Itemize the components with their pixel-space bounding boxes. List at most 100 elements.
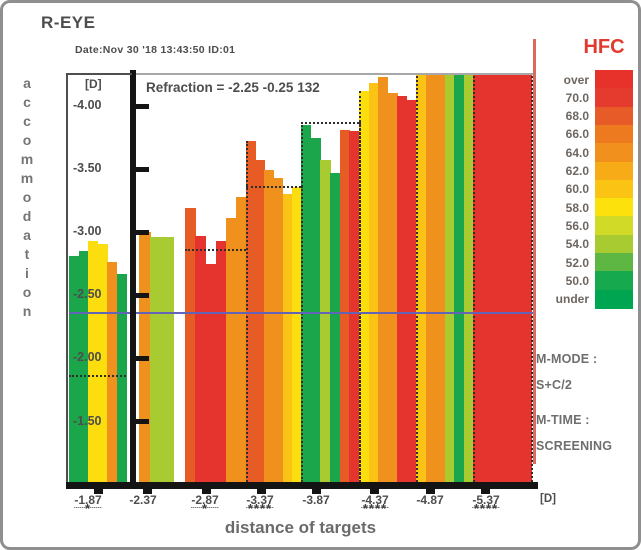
hfc-bar: [330, 172, 341, 482]
hfc-bar: [255, 160, 265, 482]
hfc-bar: [273, 177, 284, 482]
y-tick-label: -1.50: [73, 413, 102, 428]
hfc-bar: [492, 73, 503, 482]
date-id-line: Date:Nov 30 '18 13:43:50 ID:01: [75, 44, 236, 56]
plot-right-border: [533, 39, 536, 464]
hfc-bar: [359, 90, 370, 482]
significance-asterisks: *: [201, 504, 209, 514]
significance-asterisks: *: [84, 504, 92, 514]
hfc-bar: [88, 241, 99, 482]
y-tick-label: -2.00: [73, 350, 102, 365]
x-tick-label: -2.87: [191, 493, 219, 508]
reference-line: [69, 312, 533, 314]
legend-label: 52.0: [565, 255, 589, 270]
hfc-bar: [511, 73, 522, 482]
significance-asterisks: ****: [362, 504, 388, 514]
x-tick-label: -3.37: [246, 493, 274, 508]
legend-label: 66.0: [565, 127, 589, 142]
y-tick-label: -2.50: [73, 287, 102, 302]
legend-swatch: [595, 271, 633, 291]
group-boundary-line: [301, 122, 303, 482]
hfc-bar: [339, 129, 350, 482]
legend-label: 58.0: [565, 200, 589, 215]
legend-label: 56.0: [565, 218, 589, 233]
hfc-bar: [368, 83, 379, 482]
y-axis-tick: [136, 419, 149, 424]
target-level-line: [185, 248, 246, 251]
legend-swatch: [595, 198, 633, 218]
legend-label: 60.0: [565, 182, 589, 197]
m-mode-label: M-MODE :: [536, 352, 598, 366]
hfc-bar: [225, 218, 237, 482]
hfc-bar: [78, 251, 89, 482]
target-level-line: [246, 185, 301, 188]
group-boundary-line: [416, 73, 418, 482]
x-axis-tick: [312, 489, 321, 494]
hfc-bar: [349, 131, 360, 482]
x-tick-label: -2.37: [129, 493, 157, 507]
legend-label: 70.0: [565, 90, 589, 105]
hfc-bar: [320, 160, 331, 482]
legend-swatch: [595, 216, 633, 236]
hfc-bar: [282, 194, 293, 482]
x-axis-tick: [481, 489, 490, 494]
y-axis-tick: [136, 103, 149, 109]
x-tick-label: -3.87: [302, 493, 330, 507]
hfc-bar: [444, 73, 455, 482]
hfc-bar: [397, 95, 408, 482]
x-axis-unit: [D]: [540, 493, 556, 505]
x-tick-label: -5.37: [472, 493, 500, 508]
x-tick-label: -4.87: [416, 493, 444, 507]
significance-asterisks: ****: [473, 504, 499, 514]
significance-asterisks: ****: [247, 504, 273, 514]
m-time-value: SCREENING: [536, 439, 613, 453]
hfc-bar: [416, 73, 427, 482]
hfc-bar: [107, 262, 118, 482]
y-axis-unit: [D]: [85, 77, 102, 91]
legend-swatch: [595, 124, 633, 144]
legend-swatch: [595, 234, 633, 254]
group-boundary-line: [473, 73, 475, 482]
y-axis-tick: [136, 229, 149, 235]
legend-label: 50.0: [565, 273, 589, 288]
hfc-bar: [150, 237, 163, 482]
x-axis-tick: [257, 489, 266, 494]
legend-swatch: [595, 161, 633, 181]
m-mode-value: S+C/2: [536, 378, 573, 392]
legend-swatch: [595, 143, 633, 163]
hfc-bar: [406, 99, 417, 482]
legend-swatch: [595, 70, 633, 89]
group-boundary-line: [246, 141, 248, 482]
y-axis-tick: [136, 166, 149, 172]
hfc-bar: [521, 73, 532, 482]
x-axis-line: [66, 482, 538, 489]
legend-swatch: [595, 88, 633, 108]
hfc-bar: [435, 73, 446, 482]
hfc-bar: [97, 243, 108, 482]
legend-label: under: [555, 292, 589, 307]
x-axis-title: distance of targets: [224, 518, 377, 537]
y-axis-line: [130, 70, 136, 489]
target-level-line: [69, 374, 126, 377]
hfc-bar: [205, 263, 217, 482]
hfc-bar: [215, 241, 227, 482]
group-boundary-line: [531, 73, 533, 482]
target-level-line: [301, 122, 359, 125]
hfc-bar: [291, 186, 302, 482]
hfc-bar: [185, 208, 196, 482]
y-axis-tick: [136, 355, 149, 361]
y-axis-title: accommodation: [19, 75, 35, 322]
hfc-bar: [161, 237, 174, 482]
legend-swatch: [595, 106, 633, 126]
hfc-bar: [246, 141, 256, 482]
y-tick-label: -4.00: [73, 98, 102, 112]
hfc-bar: [310, 137, 321, 482]
legend-swatch: [595, 289, 633, 309]
m-time-label: M-TIME :: [536, 413, 590, 427]
hfc-bar: [264, 170, 275, 482]
page-title: R-EYE: [41, 13, 96, 32]
legend-label: 64.0: [565, 145, 589, 160]
hfc-bar: [387, 93, 398, 482]
hfc-bar: [116, 273, 127, 482]
